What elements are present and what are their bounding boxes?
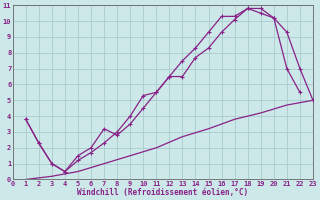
X-axis label: Windchill (Refroidissement éolien,°C): Windchill (Refroidissement éolien,°C) — [77, 188, 248, 197]
